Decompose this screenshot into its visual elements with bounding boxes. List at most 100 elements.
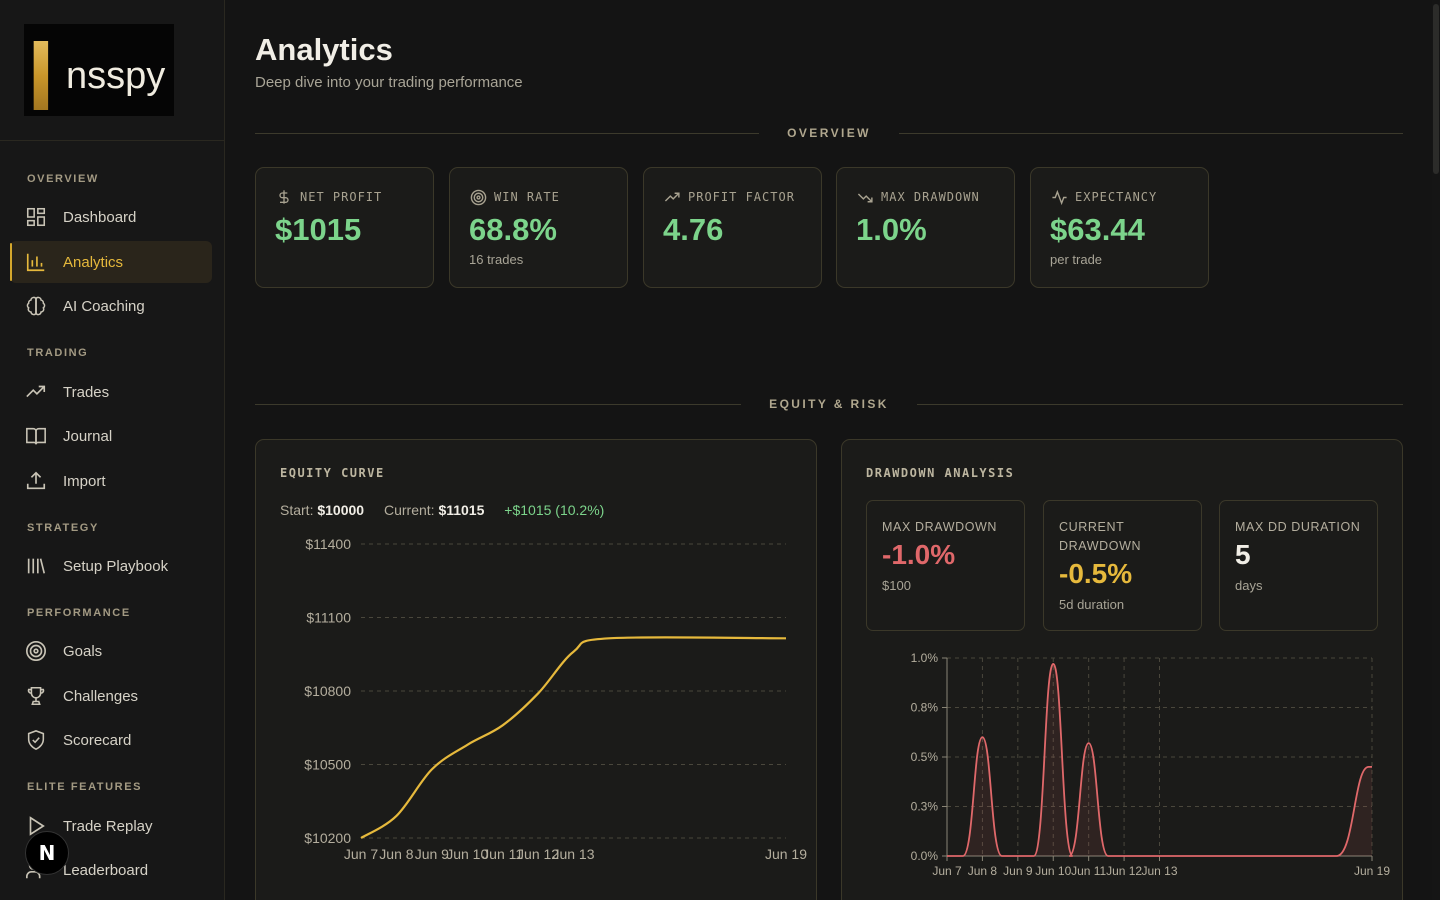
grid-icon bbox=[24, 205, 48, 229]
x-tick-label: Jun 19 bbox=[765, 846, 807, 862]
sidebar-item-trade-replay[interactable]: Trade Replay bbox=[10, 805, 212, 847]
sidebar-item-label: Trades bbox=[63, 383, 110, 401]
kpi-subtext: per trade bbox=[1050, 252, 1103, 267]
kpi-card-win-rate: WIN RATE 68.8% 16 trades bbox=[449, 167, 628, 288]
x-tick-label: Jun 7 bbox=[932, 864, 962, 878]
current-value: $11015 bbox=[438, 502, 485, 518]
dd-label: MAX DD DURATION bbox=[1235, 520, 1361, 534]
gain-value: +$1015 (10.2%) bbox=[504, 502, 605, 518]
sidebar-item-trades[interactable]: Trades bbox=[10, 371, 212, 413]
kpi-value: 1.0% bbox=[856, 212, 927, 247]
page-title: Analytics bbox=[255, 32, 393, 67]
kpi-value: 4.76 bbox=[663, 212, 724, 247]
kpi-label: NET PROFIT bbox=[300, 190, 383, 204]
sidebar-item-label: Challenges bbox=[63, 687, 139, 705]
kpi-label: WIN RATE bbox=[494, 190, 560, 204]
equity-chart[interactable]: $10200 $10500 $10800 $11100 $11400 Jun 7 Jun 8… bbox=[256, 526, 816, 871]
sidebar-item-label: Trade Replay bbox=[63, 817, 153, 835]
start-label: Start: bbox=[280, 502, 314, 518]
dd-card-max-dd-duration: MAX DD DURATION 5 days bbox=[1219, 500, 1378, 631]
y-tick-label: 1.0% bbox=[911, 651, 939, 665]
x-tick-label: Jun 11 bbox=[482, 846, 523, 862]
x-tick-label: Jun 19 bbox=[1354, 864, 1390, 878]
x-tick-label: Jun 7 bbox=[344, 846, 378, 862]
x-tick-label: Jun 9 bbox=[1003, 864, 1033, 878]
section-label-elite-features: ELITE FEATURES bbox=[27, 781, 143, 793]
kpi-value: $1015 bbox=[275, 212, 362, 247]
sidebar-item-label: Analytics bbox=[63, 253, 124, 271]
section-label-overview: OVERVIEW bbox=[27, 173, 99, 185]
brand-logo[interactable]: I nsspy bbox=[24, 24, 174, 116]
play-icon bbox=[24, 814, 48, 838]
dd-subtext: 5d duration bbox=[1059, 597, 1125, 612]
y-tick-label: $10800 bbox=[304, 683, 351, 699]
sidebar-item-label: AI Coaching bbox=[63, 297, 145, 315]
kpi-card-profit-factor: PROFIT FACTOR 4.76 bbox=[643, 167, 822, 288]
sidebar-item-challenges[interactable]: Challenges bbox=[10, 675, 212, 717]
x-tick-label: Jun 8 bbox=[379, 846, 413, 862]
y-tick-label: 0.3% bbox=[911, 800, 939, 814]
sidebar-item-setup-playbook[interactable]: Setup Playbook bbox=[10, 545, 212, 587]
sidebar-item-label: Journal bbox=[63, 427, 113, 445]
kpi-value: $63.44 bbox=[1050, 212, 1145, 247]
section-title: EQUITY & RISK bbox=[769, 397, 889, 411]
sidebar-item-analytics[interactable]: Analytics bbox=[10, 241, 212, 283]
x-tick-label: Jun 10 bbox=[1035, 864, 1071, 878]
dd-card-current-drawdown: CURRENT DRAWDOWN -0.5% 5d duration bbox=[1043, 500, 1202, 631]
sidebar-item-label: Dashboard bbox=[63, 208, 137, 226]
dd-value: -1.0% bbox=[882, 539, 956, 570]
sidebar-item-label: Leaderboard bbox=[63, 861, 149, 879]
x-tick-label: Jun 11 bbox=[1071, 864, 1106, 878]
dd-label: MAX DRAWDOWN bbox=[882, 520, 998, 534]
book-icon bbox=[24, 424, 48, 448]
kpi-card-net-profit: NET PROFIT $1015 bbox=[255, 167, 434, 288]
kpi-subtext: 16 trades bbox=[469, 252, 524, 267]
dd-subtext: $100 bbox=[882, 578, 911, 593]
app-badge[interactable]: N bbox=[25, 831, 69, 875]
drawdown-area bbox=[947, 663, 1372, 856]
y-tick-label: $11100 bbox=[306, 610, 351, 626]
x-tick-label: Jun 13 bbox=[1141, 864, 1177, 878]
shield-check-icon bbox=[24, 728, 48, 752]
sidebar-item-journal[interactable]: Journal bbox=[10, 415, 212, 457]
kpi-label: PROFIT FACTOR bbox=[688, 190, 795, 204]
panel-title: EQUITY CURVE bbox=[280, 466, 385, 480]
trending-up-icon bbox=[24, 380, 48, 404]
kpi-label: EXPECTANCY bbox=[1075, 190, 1158, 204]
sidebar-item-label: Goals bbox=[63, 642, 103, 660]
sidebar-item-import[interactable]: Import bbox=[10, 460, 212, 502]
drawdown-line bbox=[947, 663, 1372, 857]
scrollbar[interactable] bbox=[1432, 0, 1440, 900]
logo-initial: I bbox=[27, 24, 55, 116]
main-content: Analytics Deep dive into your trading pe… bbox=[225, 0, 1440, 900]
scrollbar-thumb[interactable] bbox=[1433, 4, 1439, 174]
logo-wordmark: nsspy bbox=[66, 55, 165, 97]
sidebar-item-scorecard[interactable]: Scorecard bbox=[10, 719, 212, 761]
sidebar-item-label: Setup Playbook bbox=[63, 557, 169, 575]
y-tick-label: $10200 bbox=[304, 830, 351, 846]
section-label-strategy: STRATEGY bbox=[27, 522, 99, 534]
x-tick-label: Jun 10 bbox=[446, 846, 488, 862]
kpi-label: MAX DRAWDOWN bbox=[881, 190, 980, 204]
drawdown-chart[interactable]: 0.0%0.3%0.5%0.8%1.0%Jun 7 Jun 8 Jun 9 Jun 1… bbox=[842, 648, 1402, 898]
dd-value: 5 bbox=[1235, 539, 1251, 570]
library-icon bbox=[24, 554, 48, 578]
y-tick-label: $11400 bbox=[305, 536, 351, 552]
sidebar-item-label: Import bbox=[63, 472, 106, 490]
x-tick-label: Jun 12 bbox=[1106, 864, 1142, 878]
sidebar-item-dashboard[interactable]: Dashboard bbox=[10, 196, 212, 238]
section-header-overview: OVERVIEW bbox=[255, 123, 1404, 143]
equity-curve-panel: EQUITY CURVE Start: $10000 Current: $110… bbox=[255, 439, 817, 900]
start-value: $10000 bbox=[317, 502, 365, 518]
x-tick-label: Jun 9 bbox=[415, 846, 449, 862]
kpi-card-expectancy: EXPECTANCY $63.44 per trade bbox=[1030, 167, 1209, 288]
dd-card-max-drawdown: MAX DRAWDOWN -1.0% $100 bbox=[866, 500, 1025, 631]
upload-icon bbox=[24, 469, 48, 493]
sidebar-item-ai-coaching[interactable]: AI Coaching bbox=[10, 285, 212, 327]
trophy-icon bbox=[24, 684, 48, 708]
section-title: OVERVIEW bbox=[787, 126, 871, 140]
target-icon bbox=[469, 188, 487, 206]
sidebar-item-goals[interactable]: Goals bbox=[10, 630, 212, 672]
y-tick-label: 0.5% bbox=[911, 750, 939, 764]
equity-summary: Start: $10000 Current: $11015 +$1015 (10… bbox=[280, 502, 604, 518]
